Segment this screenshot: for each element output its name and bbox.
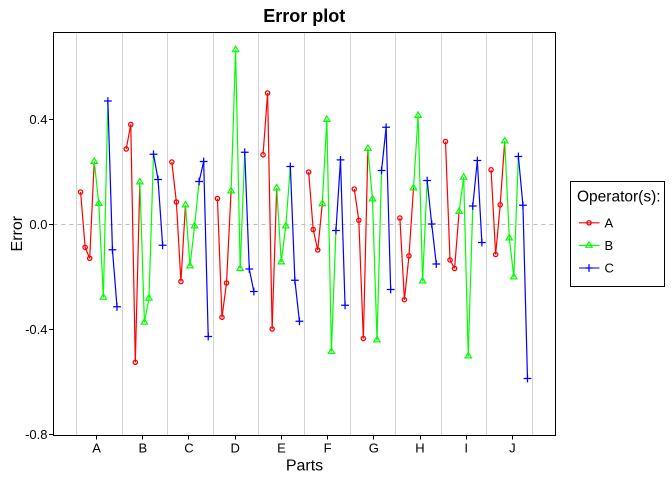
svg-text:I: I (464, 441, 468, 456)
svg-text:Operator(s):: Operator(s): (577, 189, 661, 206)
svg-text:A: A (92, 441, 101, 456)
svg-text:A: A (605, 215, 614, 230)
svg-text:-0.4: -0.4 (25, 322, 47, 337)
svg-text:G: G (369, 441, 379, 456)
svg-text:C: C (605, 261, 614, 276)
svg-text:-0.8: -0.8 (25, 427, 47, 442)
svg-text:B: B (138, 441, 147, 456)
svg-text:0.0: 0.0 (29, 217, 47, 232)
svg-text:J: J (509, 441, 516, 456)
svg-text:E: E (277, 441, 286, 456)
svg-text:H: H (415, 441, 424, 456)
svg-text:B: B (605, 238, 614, 253)
svg-text:Parts: Parts (286, 457, 323, 474)
svg-text:0.4: 0.4 (29, 112, 47, 127)
svg-text:Error: Error (9, 215, 26, 251)
svg-text:D: D (231, 441, 240, 456)
svg-text:F: F (324, 441, 332, 456)
svg-text:Error plot: Error plot (263, 6, 345, 26)
svg-text:C: C (184, 441, 193, 456)
